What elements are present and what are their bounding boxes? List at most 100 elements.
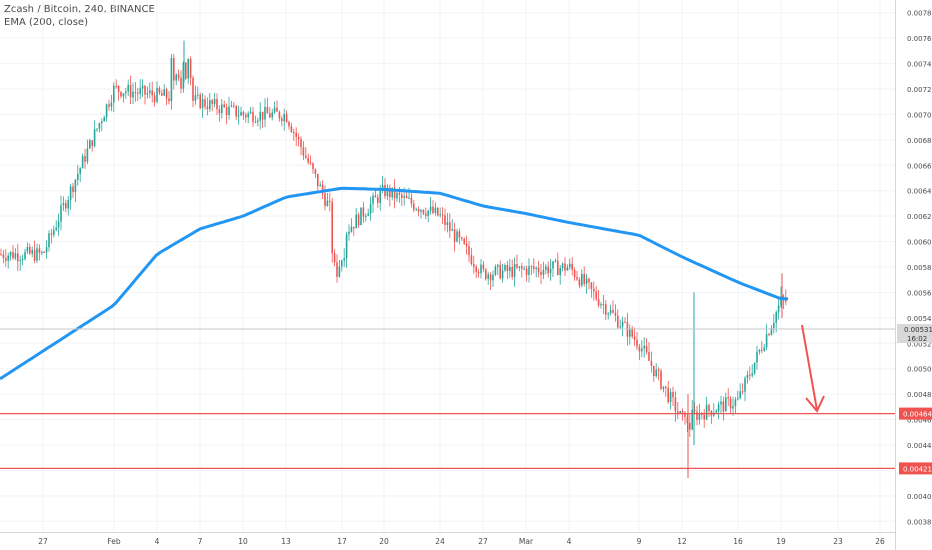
candle-body [254,122,257,124]
candle-body [638,346,641,352]
candle-body [561,263,564,268]
candle-body [240,112,242,116]
candle-body [237,115,240,117]
candle-body [429,206,432,211]
candle-body [317,173,319,187]
candle-body [636,339,638,347]
candle-body [213,98,216,105]
candle-body [60,205,62,222]
x-tick-label: 7 [198,537,203,546]
candle-body [698,412,701,420]
candle-body [648,352,650,361]
candle-body [96,128,98,130]
candle-body [677,411,679,414]
candle-body [401,194,403,198]
candle-body [602,304,605,306]
candle-body [151,90,153,96]
candle-body [199,94,201,109]
candle-body [564,263,566,271]
candle-body [122,93,125,97]
candle-body [681,411,684,413]
candle-body [492,274,494,281]
candle-body [189,58,192,78]
candle-body [31,250,33,254]
candle-body [408,197,410,199]
candle-body [780,296,782,306]
arrow-shaft[interactable] [801,324,818,411]
candle-body [175,74,177,81]
candle-body [439,214,441,216]
candle-body [425,213,427,216]
candle-body [477,271,480,274]
candle-body [734,399,737,406]
candle-body [720,401,722,405]
candle-body [108,104,110,107]
candle-body [756,351,758,363]
candle-body [14,253,17,259]
candle-body [89,140,91,149]
candle-body [329,200,331,202]
candle-body [739,391,741,399]
x-tick-label: 27 [478,537,488,546]
candle-body [163,89,165,96]
y-tick-label: 0.007600 [907,35,932,43]
candle-body [0,254,2,256]
candle-body [775,312,777,323]
candle-body [453,229,456,242]
candle-body [554,260,557,262]
candle-body [357,214,360,225]
candle-body [444,215,446,226]
candle-body [45,247,48,253]
countdown-label: 16:02 [907,335,927,343]
candle-body [309,162,312,164]
candle-body [115,85,117,87]
candle-body [494,266,497,275]
candle-body [341,260,343,267]
candle-body [482,264,485,270]
candle-body [187,58,189,79]
candle-body [741,391,744,393]
candle-body [113,85,115,103]
level-price-label: 0.004216 [903,465,932,473]
candle-body [581,273,583,286]
candle-body [77,173,79,180]
candle-body [674,397,677,412]
candle-body [597,298,600,306]
candle-body [365,215,367,217]
current-price-label: 0.005312 [904,326,932,334]
candle-body [324,193,326,206]
candle-body [103,117,105,122]
candle-body [662,386,665,389]
arrow-head[interactable] [805,395,825,413]
candle-body [283,113,285,122]
x-tick-label: 17 [337,537,347,546]
candle-body [117,86,120,92]
y-tick-label: 0.007400 [907,61,932,69]
y-tick-label: 0.006600 [907,162,932,170]
y-tick-label: 0.006000 [907,239,932,247]
candle-body [235,105,237,117]
candle-body [427,210,429,216]
candle-body [276,107,278,112]
candle-body [509,266,511,272]
y-tick-label: 0.007000 [907,111,932,119]
candle-body [403,196,405,198]
candle-body [405,196,408,199]
candle-body [501,270,504,279]
candle-body [362,207,365,217]
candle-body [465,243,468,247]
candle-body [53,229,55,235]
candle-body [578,279,581,286]
candle-body [655,369,657,377]
candle-body [314,169,317,174]
candle-body [65,203,67,209]
candle-body [732,405,734,409]
candle-body [585,278,588,284]
candle-body [717,404,720,412]
candle-body [463,238,465,244]
candle-body [177,74,180,78]
candle-body [487,274,489,279]
x-tick-label: Mar [519,537,534,546]
candle-body [252,111,254,123]
